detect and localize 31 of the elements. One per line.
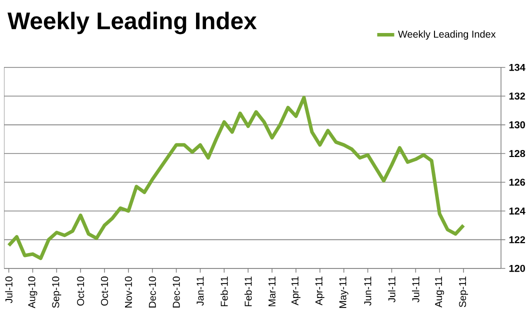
y-tick-label: 128 — [509, 150, 526, 158]
x-tick-label: Jun-11 — [364, 276, 372, 306]
x-tick-label: Apr-11 — [315, 276, 324, 306]
x-tick-label: Aug-11 — [435, 276, 444, 308]
x-tick-label: Dec-10 — [148, 276, 156, 308]
x-tick-label: Oct-10 — [100, 276, 108, 306]
y-tick-label: 122 — [509, 236, 525, 244]
line-series — [7, 96, 466, 260]
x-tick-label: Jan-11 — [196, 276, 204, 306]
x-tick-label: Apr-11 — [292, 276, 300, 306]
x-tick-label: Sep-11 — [459, 276, 468, 308]
x-tick-label: Oct-10 — [77, 276, 84, 306]
x-tick-label: Jul-11 — [388, 276, 396, 302]
x-tick-label: Feb-11 — [220, 276, 228, 306]
x-tick-label: Nov-10 — [124, 276, 132, 308]
x-tick-label: May-11 — [339, 276, 348, 308]
y-tick-label: 130 — [509, 121, 525, 128]
y-tick-label: 126 — [509, 178, 526, 186]
legend-label: Weekly Leading Index — [398, 30, 496, 40]
x-tick-label: Feb-11 — [244, 276, 252, 306]
y-tick-label: 120 — [509, 264, 525, 272]
x-tick-label: Mar-11 — [268, 276, 276, 306]
x-tick-label: Jul-10 — [5, 276, 12, 304]
x-tick-label: Jul-11 — [412, 276, 420, 302]
x-tick-label: Sep-10 — [52, 276, 62, 308]
y-tick-label: 132 — [509, 92, 525, 100]
y-tick-label: 124 — [509, 207, 526, 214]
x-tick-label: Aug-10 — [28, 276, 38, 308]
y-tick-label: 134 — [509, 64, 526, 71]
x-tick-label: Dec-10 — [172, 276, 180, 308]
chart-title: Weekly Leading Index — [8, 12, 257, 34]
